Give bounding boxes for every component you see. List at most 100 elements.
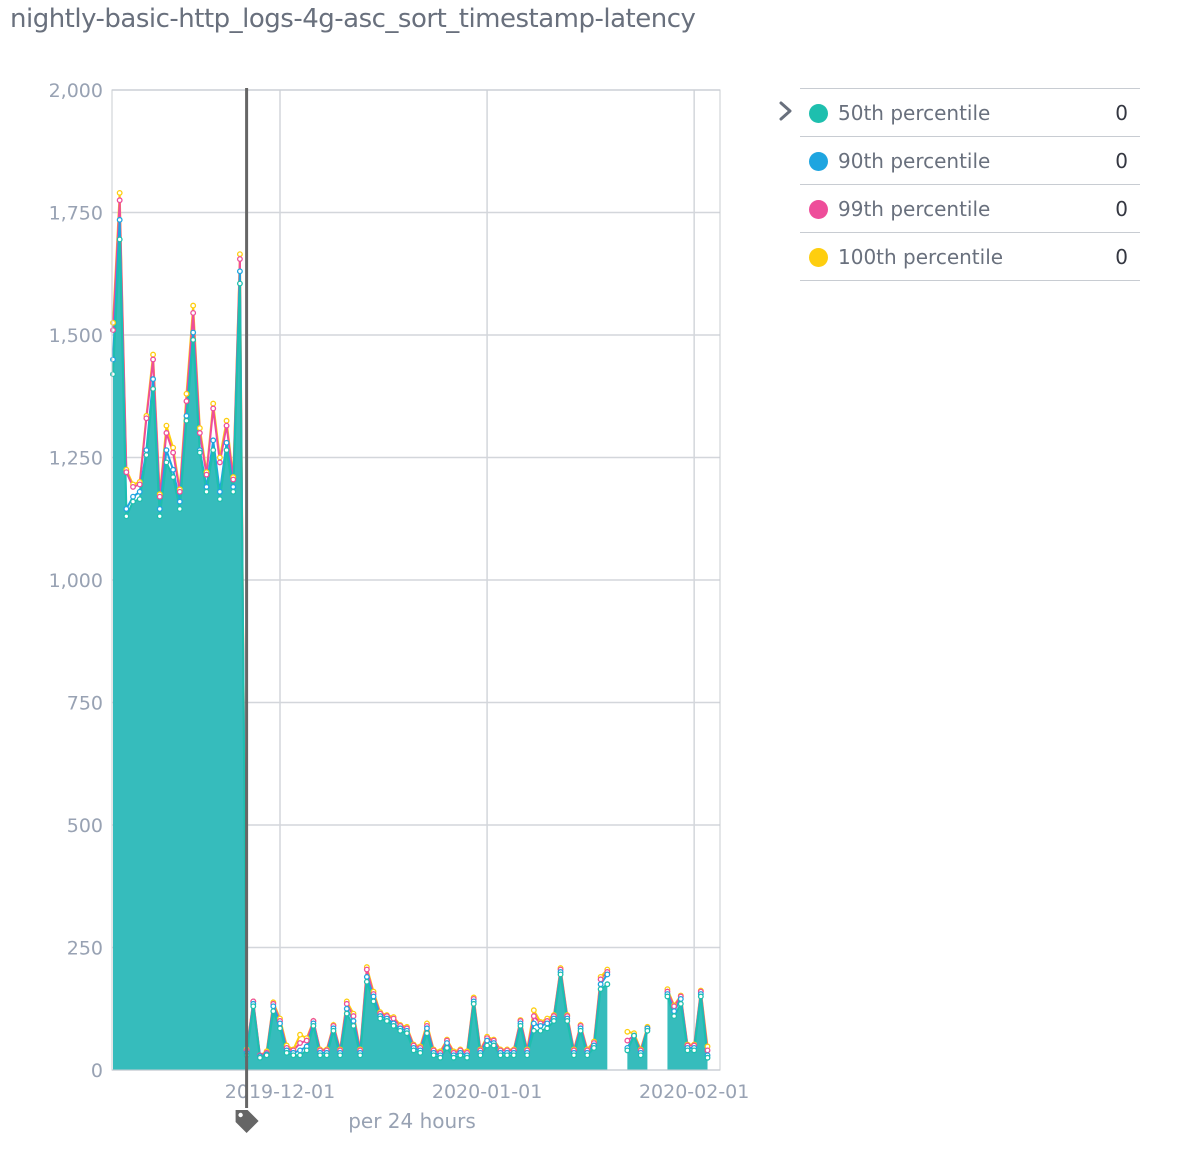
data-point-100th-percentile[interactable] (163, 422, 170, 429)
data-point-90th-percentile[interactable] (236, 268, 243, 275)
data-point-50th-percentile[interactable] (216, 496, 223, 503)
data-point-99th-percentile[interactable] (183, 398, 190, 405)
data-point-50th-percentile[interactable] (270, 1008, 277, 1015)
data-point-99th-percentile[interactable] (230, 476, 237, 483)
data-point-99th-percentile[interactable] (210, 405, 217, 412)
data-point-50th-percentile[interactable] (183, 417, 190, 424)
data-point-99th-percentile[interactable] (624, 1037, 631, 1044)
data-point-50th-percentile[interactable] (664, 993, 671, 1000)
data-point-50th-percentile[interactable] (570, 1052, 577, 1059)
data-point-50th-percentile[interactable] (631, 1032, 637, 1039)
data-point-90th-percentile[interactable] (270, 1003, 277, 1010)
data-point-99th-percentile[interactable] (350, 1013, 357, 1020)
data-point-90th-percentile[interactable] (190, 329, 197, 336)
data-point-50th-percentile[interactable] (156, 513, 163, 520)
data-point-50th-percentile[interactable] (163, 459, 170, 466)
data-point-50th-percentile[interactable] (410, 1047, 417, 1054)
data-point-50th-percentile[interactable] (377, 1015, 384, 1022)
data-point-99th-percentile[interactable] (203, 471, 210, 478)
data-point-50th-percentile[interactable] (564, 1018, 571, 1024)
data-point-50th-percentile[interactable] (457, 1052, 464, 1059)
legend-item-p99[interactable]: 99th percentile 0 (800, 184, 1140, 232)
data-point-99th-percentile[interactable] (530, 1013, 537, 1020)
data-point-50th-percentile[interactable] (123, 513, 130, 520)
data-point-50th-percentile[interactable] (430, 1052, 437, 1059)
data-point-50th-percentile[interactable] (323, 1052, 330, 1059)
data-point-99th-percentile[interactable] (156, 493, 163, 500)
data-point-50th-percentile[interactable] (116, 236, 123, 243)
data-point-100th-percentile[interactable] (624, 1028, 631, 1035)
data-point-90th-percentile[interactable] (363, 973, 370, 980)
data-point-50th-percentile[interactable] (230, 488, 237, 495)
data-point-99th-percentile[interactable] (597, 976, 604, 983)
data-point-50th-percentile[interactable] (310, 1022, 317, 1029)
data-point-90th-percentile[interactable] (203, 483, 210, 490)
latency-chart[interactable]: 0 250 500 750 1,000 1,250 1,500 1,750 2,000 2019… (0, 0, 760, 1154)
data-point-100th-percentile[interactable] (110, 319, 116, 326)
data-point-90th-percentile[interactable] (537, 1022, 544, 1029)
data-point-50th-percentile[interactable] (350, 1022, 357, 1029)
data-point-50th-percentile[interactable] (170, 474, 177, 481)
data-point-50th-percentile[interactable] (537, 1027, 544, 1034)
data-point-90th-percentile[interactable] (216, 488, 223, 495)
data-point-90th-percentile[interactable] (176, 498, 183, 505)
data-point-99th-percentile[interactable] (216, 459, 223, 466)
data-point-90th-percentile[interactable] (143, 447, 150, 454)
data-point-50th-percentile[interactable] (263, 1052, 270, 1059)
data-point-90th-percentile[interactable] (484, 1037, 491, 1044)
data-point-50th-percentile[interactable] (403, 1030, 410, 1037)
data-point-50th-percentile[interactable] (464, 1054, 470, 1061)
data-point-90th-percentile[interactable] (130, 493, 136, 500)
data-point-99th-percentile[interactable] (343, 1000, 350, 1007)
data-point-90th-percentile[interactable] (110, 356, 116, 363)
data-point-50th-percentile[interactable] (510, 1052, 517, 1059)
data-point-50th-percentile[interactable] (584, 1052, 591, 1059)
data-point-99th-percentile[interactable] (190, 310, 197, 316)
data-point-50th-percentile[interactable] (417, 1049, 424, 1056)
data-point-50th-percentile[interactable] (644, 1027, 651, 1034)
data-point-99th-percentile[interactable] (110, 327, 116, 334)
data-point-99th-percentile[interactable] (143, 415, 150, 422)
annotation-marker[interactable] (235, 88, 259, 1133)
data-point-100th-percentile[interactable] (297, 1031, 303, 1038)
data-point-90th-percentile[interactable] (183, 412, 190, 419)
data-point-50th-percentile[interactable] (303, 1047, 310, 1054)
data-point-99th-percentile[interactable] (297, 1040, 303, 1046)
data-point-50th-percentile[interactable] (383, 1018, 390, 1024)
data-point-50th-percentile[interactable] (490, 1042, 497, 1049)
data-point-100th-percentile[interactable] (530, 1007, 537, 1014)
data-point-100th-percentile[interactable] (216, 454, 223, 461)
data-point-50th-percentile[interactable] (330, 1027, 337, 1034)
data-point-50th-percentile[interactable] (524, 1052, 531, 1059)
chevron-right-icon[interactable] (776, 100, 796, 122)
data-point-50th-percentile[interactable] (517, 1022, 524, 1029)
data-point-50th-percentile[interactable] (450, 1054, 457, 1061)
data-point-50th-percentile[interactable] (390, 1022, 397, 1029)
data-point-90th-percentile[interactable] (297, 1047, 303, 1054)
data-point-100th-percentile[interactable] (150, 351, 157, 358)
legend-item-p90[interactable]: 90th percentile 0 (800, 136, 1140, 184)
legend-item-p50[interactable]: 50th percentile 0 (800, 88, 1140, 136)
data-point-90th-percentile[interactable] (671, 1008, 678, 1015)
data-point-90th-percentile[interactable] (116, 216, 123, 223)
data-point-50th-percentile[interactable] (370, 998, 377, 1005)
data-point-50th-percentile[interactable] (176, 506, 183, 512)
data-point-50th-percentile[interactable] (317, 1052, 324, 1059)
data-point-50th-percentile[interactable] (283, 1049, 290, 1056)
data-point-50th-percentile[interactable] (697, 993, 704, 1000)
data-point-50th-percentile[interactable] (671, 1013, 678, 1020)
data-point-50th-percentile[interactable] (504, 1052, 511, 1059)
data-point-90th-percentile[interactable] (170, 466, 177, 473)
data-point-99th-percentile[interactable] (136, 481, 143, 488)
data-point-50th-percentile[interactable] (136, 496, 143, 503)
data-point-50th-percentile[interactable] (290, 1052, 297, 1059)
data-point-90th-percentile[interactable] (677, 996, 684, 1002)
data-point-50th-percentile[interactable] (357, 1052, 364, 1059)
data-point-50th-percentile[interactable] (343, 1010, 350, 1017)
data-point-50th-percentile[interactable] (577, 1027, 584, 1034)
data-point-50th-percentile[interactable] (236, 280, 243, 287)
data-point-90th-percentile[interactable] (530, 1020, 537, 1027)
data-point-90th-percentile[interactable] (223, 439, 230, 446)
data-point-90th-percentile[interactable] (163, 447, 170, 454)
data-point-50th-percentile[interactable] (130, 498, 136, 505)
